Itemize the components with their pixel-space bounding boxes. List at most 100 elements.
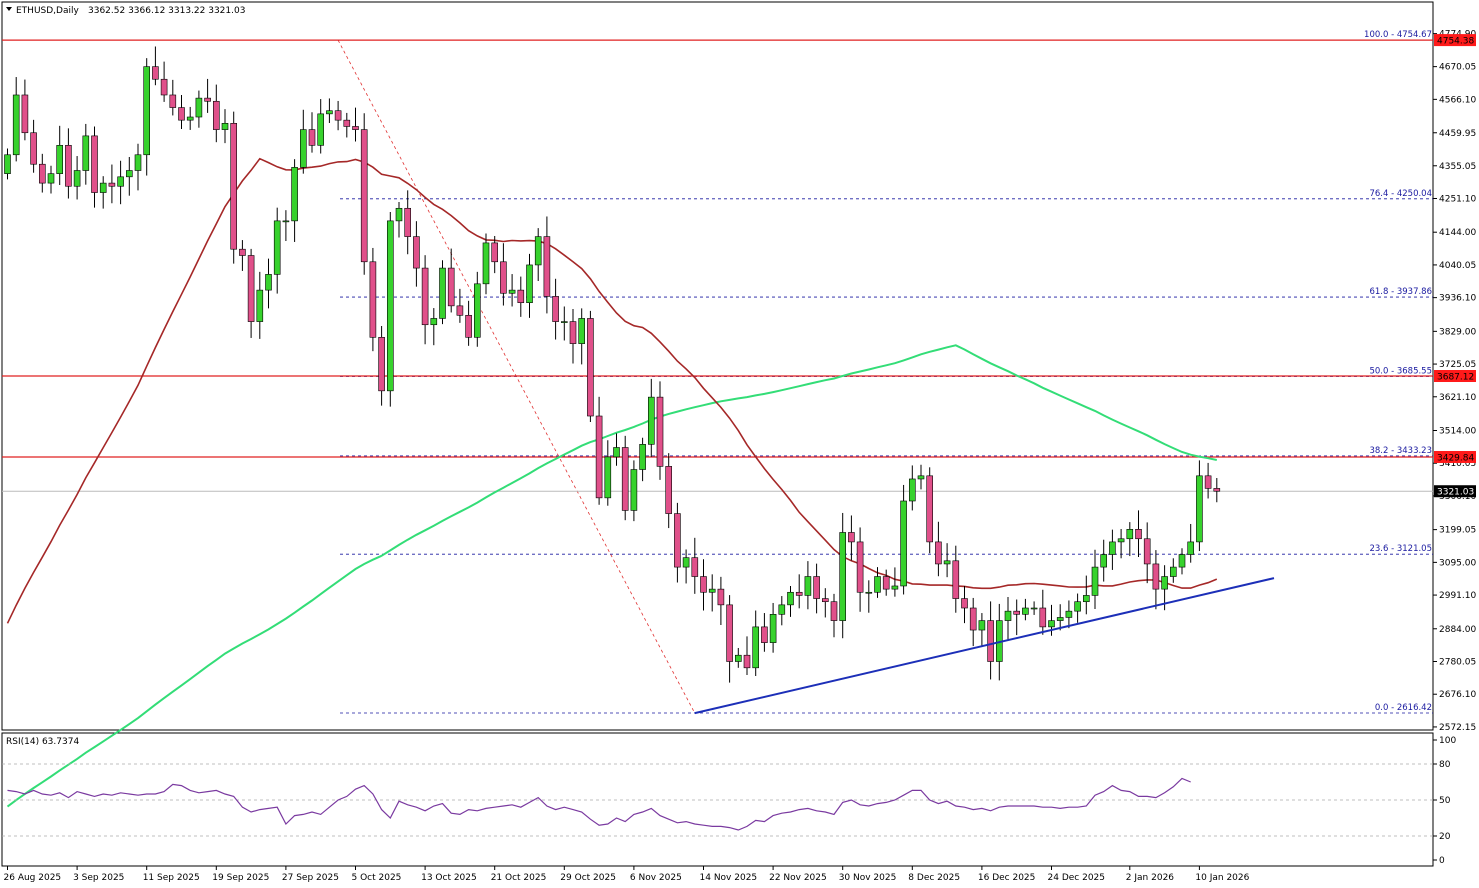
candle-body — [195, 97, 203, 118]
candle — [891, 567, 899, 597]
candle — [1170, 558, 1177, 583]
candle — [1152, 550, 1160, 610]
rsi-tick-label: 50 — [1439, 796, 1451, 806]
candle-body — [778, 604, 786, 615]
candle — [456, 288, 464, 323]
candle — [326, 98, 333, 123]
rsi-indicator: RSI(14) 63.7374 100 80 50 20 0 — [2, 736, 1456, 866]
price-badges: 4754.38 3687.12 3429.84 3321.03 — [1434, 34, 1476, 498]
candle — [534, 228, 542, 281]
candle-body — [526, 264, 533, 304]
candle — [987, 601, 994, 680]
candle-body — [656, 396, 664, 467]
candle-body — [1065, 610, 1073, 618]
candle-body — [926, 475, 934, 543]
rsi-label: RSI(14) 63.7374 — [6, 737, 79, 747]
candle-body — [665, 466, 673, 514]
date-label: 22 Nov 2025 — [769, 873, 827, 883]
candle — [969, 597, 977, 647]
overlays — [694, 577, 1275, 715]
candle-body — [326, 110, 333, 115]
candle-body — [178, 107, 185, 121]
candle-body — [143, 66, 150, 156]
rsi-tick-label: 100 — [1439, 736, 1456, 746]
candle-body — [1004, 610, 1012, 621]
candle-body — [421, 267, 429, 326]
candle — [447, 248, 455, 313]
candle — [195, 90, 203, 128]
candle-body — [1048, 620, 1055, 628]
candle — [221, 109, 229, 144]
candle-body — [343, 119, 351, 127]
candle — [708, 574, 716, 612]
moving-averages — [6, 157, 1218, 808]
date-label: 2 Jan 2026 — [1126, 873, 1174, 883]
candle — [265, 258, 272, 309]
candle — [900, 484, 907, 595]
candle-body — [552, 296, 559, 322]
candle-body — [247, 255, 255, 322]
price-tick-label: 3514.00 — [1439, 426, 1476, 436]
candle — [821, 588, 829, 618]
date-label: 19 Sep 2025 — [212, 873, 269, 883]
candle-body — [99, 182, 107, 193]
candle-body — [821, 598, 829, 603]
candle-body — [1152, 563, 1160, 590]
candle — [1022, 598, 1029, 621]
candle — [178, 94, 185, 129]
price-tick-label: 2884.00 — [1439, 625, 1476, 635]
candle — [65, 128, 72, 199]
price-tick-label: 3936.10 — [1439, 294, 1476, 304]
rsi-pane[interactable] — [1, 732, 1434, 867]
candle-body — [117, 176, 124, 187]
candle — [674, 502, 681, 583]
price-pane[interactable] — [1, 1, 1434, 731]
candle-body — [1030, 607, 1038, 610]
resistance-badge-bg — [1434, 370, 1476, 383]
candle-body — [978, 620, 986, 631]
candle — [1178, 548, 1186, 575]
candle-body — [508, 289, 516, 294]
candle-body — [386, 220, 394, 392]
price-tick-label: 4040.05 — [1439, 261, 1476, 271]
candle — [160, 61, 168, 102]
date-label: 26 Aug 2025 — [4, 873, 62, 883]
candle-body — [708, 588, 716, 593]
date-label: 10 Jan 2026 — [1195, 873, 1249, 883]
candle-body — [47, 173, 55, 184]
candle-body — [517, 289, 525, 304]
candle-body — [378, 337, 385, 392]
menu-triangle-icon[interactable] — [6, 7, 12, 11]
candle — [465, 300, 472, 346]
candle-body — [987, 620, 994, 662]
candle — [500, 243, 507, 306]
candle-body — [839, 532, 847, 621]
candle-body — [813, 576, 820, 599]
candle — [926, 467, 934, 554]
candle — [134, 143, 142, 191]
candle — [282, 210, 290, 242]
candle — [404, 190, 412, 255]
candle — [517, 276, 525, 317]
candle — [647, 378, 655, 457]
ohlc-values: 3362.52 3366.12 3313.22 3321.03 — [88, 6, 245, 16]
candle — [143, 58, 150, 176]
candle — [508, 274, 516, 307]
candle-body — [848, 532, 855, 543]
candle — [12, 77, 20, 162]
candle — [482, 233, 490, 295]
candle-body — [299, 129, 307, 168]
date-label: 6 Nov 2025 — [630, 873, 682, 883]
candle — [578, 308, 586, 365]
candle-body — [787, 591, 794, 606]
rsi-line — [7, 777, 1191, 831]
candle — [1143, 522, 1151, 584]
candle — [1187, 523, 1194, 563]
price-tick-label: 3410.05 — [1439, 459, 1476, 469]
candle — [639, 437, 646, 482]
candle — [1083, 575, 1090, 615]
price-tick-label: 3621.10 — [1439, 393, 1476, 403]
fib-swing-line — [337, 40, 696, 714]
candle-body — [1100, 554, 1107, 568]
